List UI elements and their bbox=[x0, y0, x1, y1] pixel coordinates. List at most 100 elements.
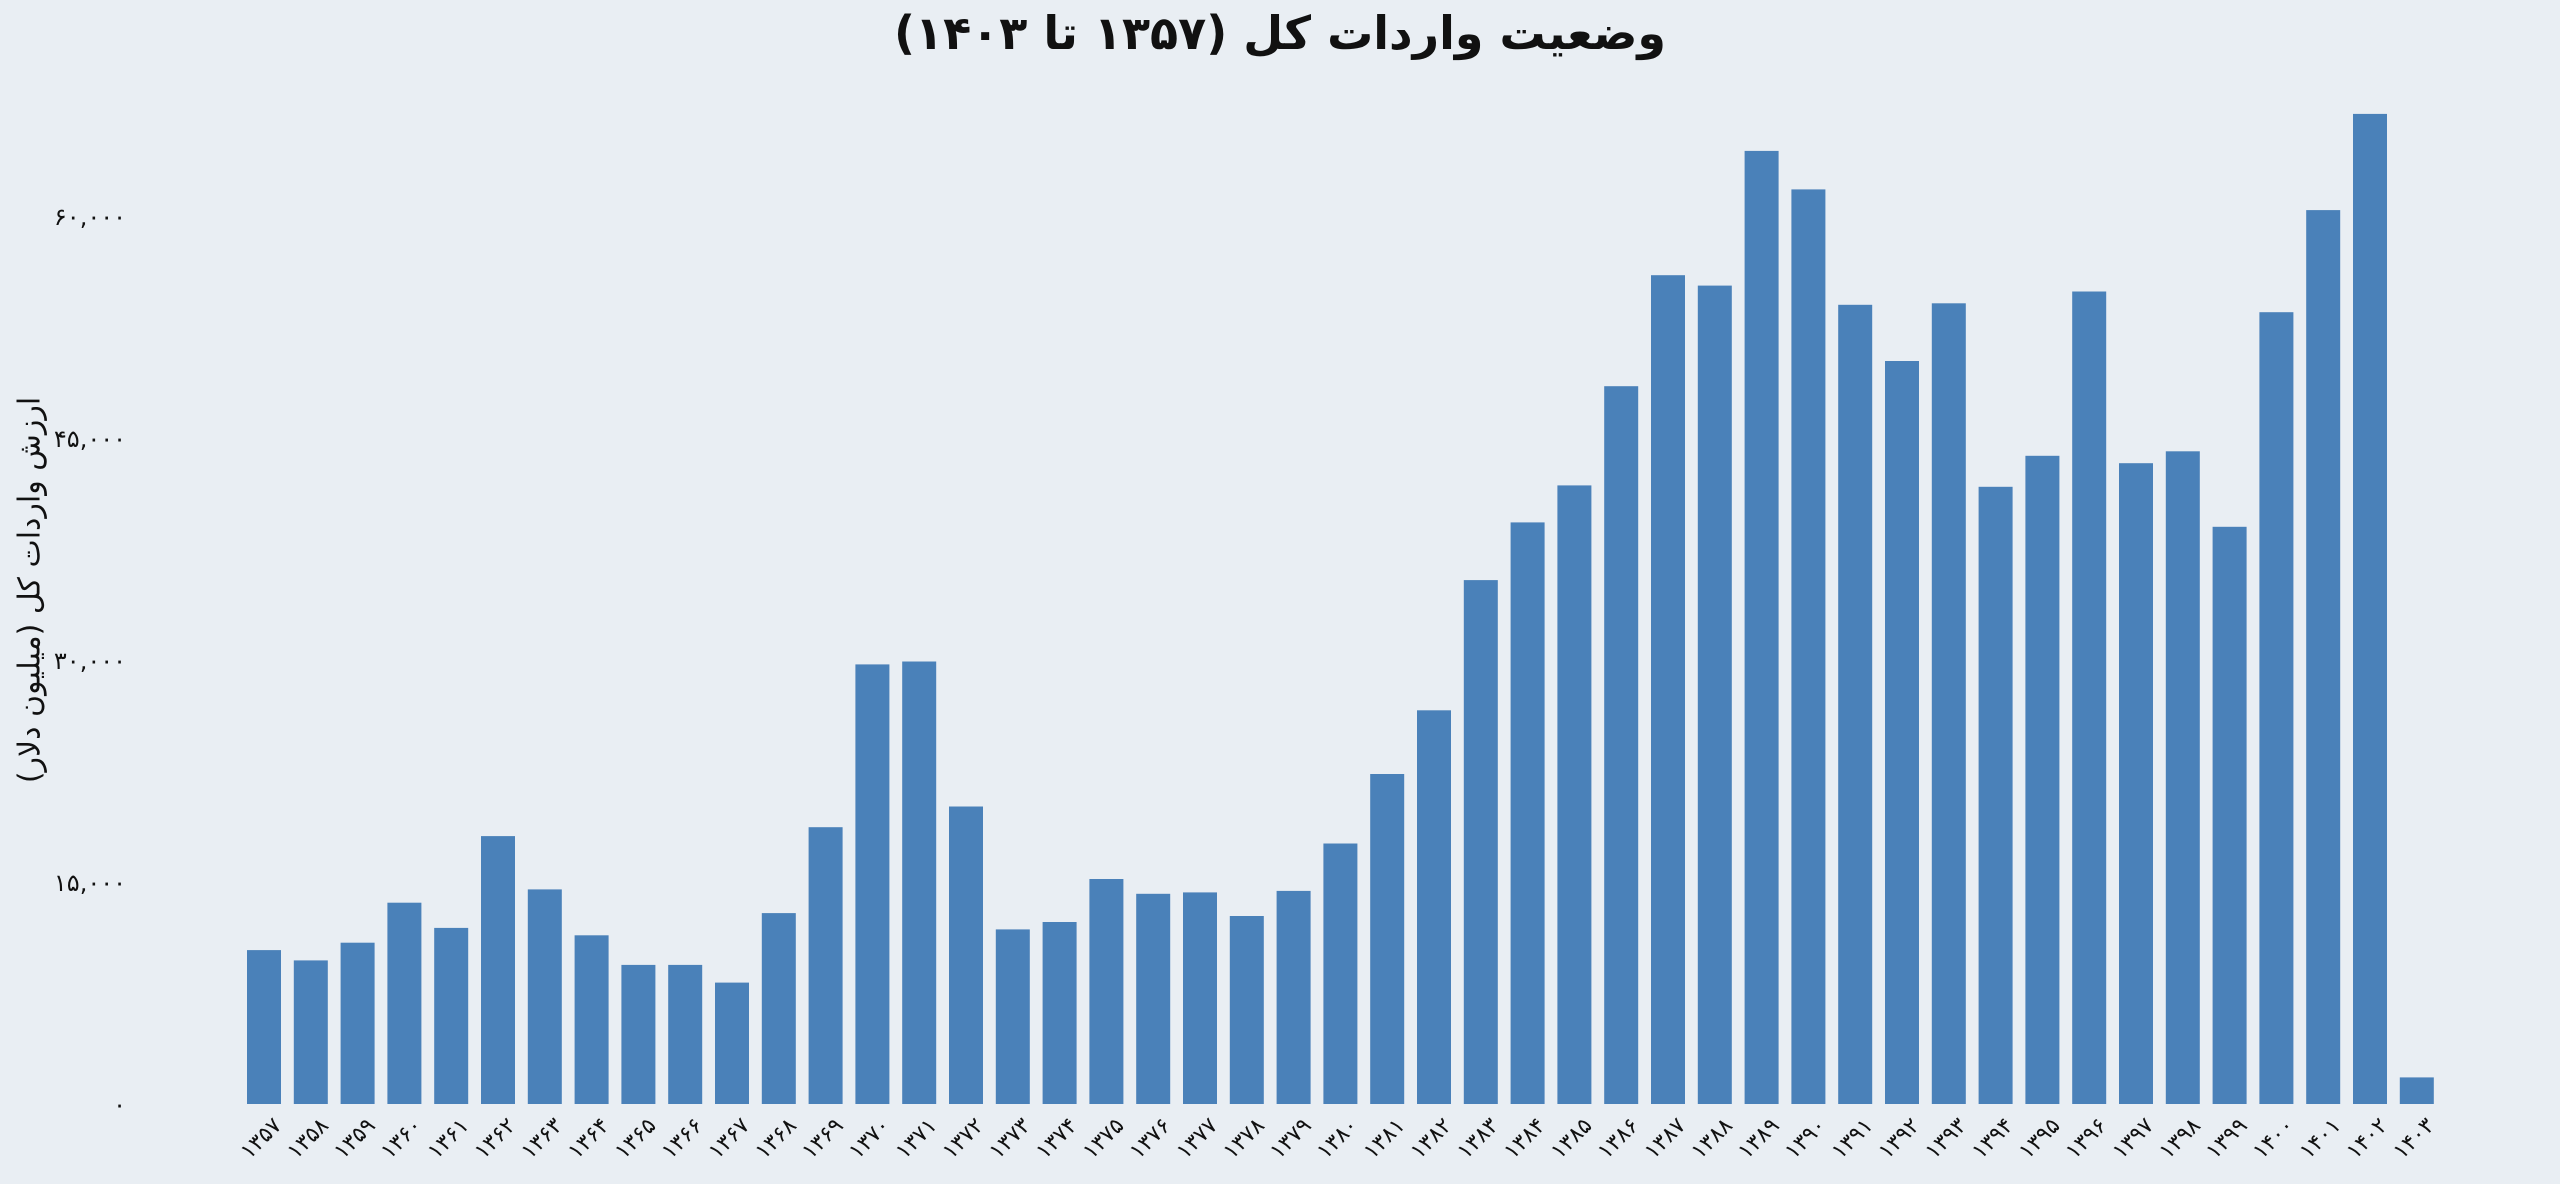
x-tick-label: ۱۳۶۲ bbox=[470, 1113, 521, 1164]
bar bbox=[247, 950, 281, 1104]
x-tick-label: ۱۳۶۹ bbox=[797, 1113, 848, 1164]
bar bbox=[2399, 1077, 2434, 1104]
y-tick-label: ۰ bbox=[113, 1091, 126, 1119]
bar bbox=[1510, 522, 1545, 1104]
bar bbox=[387, 902, 422, 1104]
x-tick-label: ۱۳۷۵ bbox=[1078, 1113, 1129, 1164]
bar bbox=[481, 836, 515, 1104]
bar bbox=[2025, 455, 2060, 1104]
bar bbox=[1089, 879, 1124, 1104]
x-tick-label: ۱۳۹۱ bbox=[1827, 1113, 1878, 1164]
bar bbox=[1885, 361, 1919, 1104]
x-tick-label: ۱۳۵۹ bbox=[329, 1113, 380, 1164]
bar bbox=[1838, 304, 1873, 1104]
x-tick-label: ۱۳۸۰ bbox=[1312, 1113, 1363, 1164]
bar bbox=[340, 942, 375, 1104]
x-tick-label: ۱۳۸۹ bbox=[1733, 1113, 1784, 1164]
y-tick-label: ۱۵,۰۰۰ bbox=[54, 869, 126, 897]
x-tick-label: ۱۳۷۹ bbox=[1265, 1113, 1316, 1164]
bar bbox=[1557, 485, 1592, 1104]
x-tick-label: ۱۳۹۰ bbox=[1780, 1113, 1831, 1164]
x-tick-label: ۱۳۶۳ bbox=[517, 1113, 568, 1164]
bar bbox=[1651, 275, 1685, 1104]
x-tick-label: ۱۳۹۶ bbox=[2061, 1113, 2112, 1164]
bar bbox=[1744, 150, 1779, 1104]
bar bbox=[1463, 580, 1498, 1104]
bar bbox=[949, 806, 983, 1104]
x-tick-label: ۱۳۹۴ bbox=[1967, 1113, 2018, 1164]
x-tick-label: ۱۳۹۷ bbox=[2108, 1113, 2159, 1164]
bar bbox=[527, 889, 562, 1104]
bar bbox=[715, 982, 749, 1104]
bar bbox=[1791, 189, 1826, 1104]
bar bbox=[2072, 291, 2107, 1104]
x-tick-label: ۱۴۰۱ bbox=[2295, 1113, 2346, 1164]
x-tick-label: ۱۳۹۵ bbox=[2014, 1113, 2065, 1164]
bar bbox=[1931, 303, 1966, 1104]
bar bbox=[574, 935, 609, 1104]
x-tick-label: ۱۳۹۸ bbox=[2155, 1113, 2206, 1164]
bar bbox=[621, 964, 656, 1104]
x-tick-label: ۱۳۸۴ bbox=[1499, 1113, 1550, 1164]
bar bbox=[2353, 113, 2387, 1104]
x-tick-label: ۱۳۷۲ bbox=[938, 1113, 989, 1164]
bar bbox=[668, 964, 703, 1104]
bar bbox=[1136, 893, 1171, 1104]
bar bbox=[1417, 710, 1451, 1104]
x-tick-label: ۱۳۷۴ bbox=[1031, 1113, 1082, 1164]
x-tick-label: ۱۳۸۳ bbox=[1453, 1113, 1504, 1164]
x-tick-label: ۱۳۶۰ bbox=[376, 1113, 427, 1164]
bar bbox=[2119, 463, 2153, 1104]
x-tick-label: ۱۳۸۸ bbox=[1687, 1113, 1738, 1164]
bar bbox=[1229, 916, 1264, 1104]
x-tick-label: ۱۳۹۹ bbox=[2201, 1113, 2252, 1164]
x-tick-label: ۱۳۶۱ bbox=[423, 1113, 474, 1164]
x-tick-label: ۱۳۵۸ bbox=[283, 1113, 334, 1164]
x-tick-label: ۱۴۰۰ bbox=[2248, 1113, 2299, 1164]
bar bbox=[293, 960, 328, 1104]
bar bbox=[1604, 386, 1639, 1104]
x-tick-label: ۱۳۹۲ bbox=[1874, 1113, 1925, 1164]
bar bbox=[2165, 451, 2200, 1104]
x-tick-label: ۱۳۸۷ bbox=[1640, 1113, 1691, 1164]
bar bbox=[855, 664, 890, 1104]
x-tick-label: ۱۳۸۶ bbox=[1593, 1113, 1644, 1164]
bar bbox=[902, 661, 937, 1104]
x-tick-label: ۱۳۷۱ bbox=[891, 1113, 942, 1164]
bar bbox=[434, 927, 469, 1104]
bar bbox=[808, 827, 843, 1104]
bar bbox=[1276, 890, 1311, 1104]
x-tick-label: ۱۴۰۲ bbox=[2342, 1113, 2393, 1164]
x-tick-label: ۱۳۸۱ bbox=[1359, 1113, 1410, 1164]
bar bbox=[1183, 892, 1217, 1104]
x-tick-label: ۱۳۷۶ bbox=[1125, 1113, 1176, 1164]
x-tick-label: ۱۴۰۳ bbox=[2389, 1113, 2440, 1164]
x-tick-label: ۱۳۷۰ bbox=[844, 1113, 895, 1164]
chart-title: وضعیت واردات کل (۱۳۵۷ تا ۱۴۰۳) bbox=[893, 6, 1667, 60]
x-tick-label: ۱۳۷۸ bbox=[1219, 1113, 1270, 1164]
x-tick-label: ۱۳۶۵ bbox=[610, 1113, 661, 1164]
bar bbox=[2306, 210, 2341, 1105]
y-tick-label: ۴۵,۰۰۰ bbox=[54, 425, 126, 453]
x-tick-label: ۱۳۶۶ bbox=[657, 1113, 708, 1164]
bar bbox=[1042, 922, 1077, 1104]
x-tick-label: ۱۳۹۳ bbox=[1921, 1113, 1972, 1164]
bar bbox=[761, 913, 796, 1104]
x-tick-label: ۱۳۸۲ bbox=[1406, 1113, 1457, 1164]
bar bbox=[995, 929, 1030, 1104]
bar bbox=[2259, 312, 2294, 1104]
x-tick-label: ۱۳۵۷ bbox=[236, 1113, 287, 1164]
x-tick-label: ۱۳۶۴ bbox=[563, 1113, 614, 1164]
x-tick-label: ۱۳۶۷ bbox=[704, 1113, 755, 1164]
bar bbox=[1697, 285, 1732, 1105]
bar bbox=[1370, 774, 1405, 1104]
x-tick-label: ۱۳۷۳ bbox=[985, 1113, 1036, 1164]
y-tick-label: ۶۰,۰۰۰ bbox=[54, 203, 126, 231]
x-tick-label: ۱۳۷۷ bbox=[1172, 1113, 1223, 1164]
bar bbox=[2212, 526, 2247, 1104]
x-tick-label: ۱۳۸۵ bbox=[1546, 1113, 1597, 1164]
y-tick-label: ۳۰,۰۰۰ bbox=[54, 647, 126, 675]
bar bbox=[1323, 843, 1358, 1104]
